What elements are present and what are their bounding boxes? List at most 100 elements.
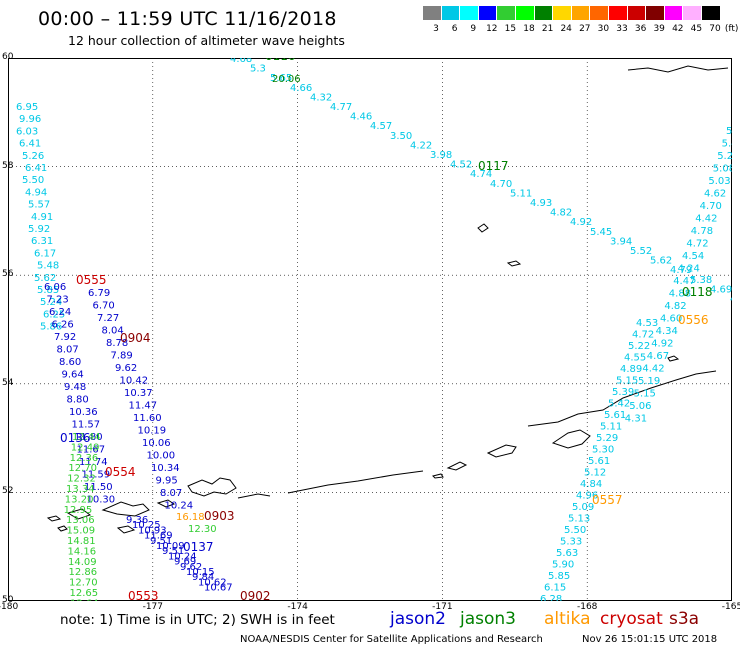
wave-height-label: 5.06	[629, 401, 651, 412]
wave-height-label: 6.70	[93, 301, 115, 312]
wave-height-label: 5.62	[650, 256, 672, 267]
wave-height-label: 4.31	[625, 414, 647, 425]
wave-height-label: 4.53	[636, 318, 658, 329]
wave-height-label: 5.09	[572, 502, 594, 513]
wave-height-label: 4.84	[580, 479, 602, 490]
color-scale-label: 18	[523, 24, 535, 34]
wave-height-label: 8.78	[106, 338, 128, 349]
wave-height-label: 4.52	[450, 160, 472, 171]
wave-height-label: 5.50	[564, 525, 586, 536]
wave-height-label: 9.96	[19, 114, 41, 125]
wave-height-label: 9.51	[162, 546, 184, 557]
wave-height-label: 7.92	[54, 332, 76, 343]
wave-height-label: 14.81	[67, 536, 96, 547]
wave-height-label: 4.46	[350, 112, 372, 123]
legend-altika: altika	[544, 609, 591, 629]
wave-height-label: 4.96	[576, 491, 598, 502]
wave-height-label: 12.49	[71, 442, 100, 453]
wave-height-label: 11.74	[79, 457, 108, 468]
wave-height-label: 5.45	[590, 227, 612, 238]
wave-height-label: 5.15	[634, 389, 656, 400]
wave-height-label: 3.98	[430, 150, 452, 161]
wave-height-label: 6.24	[49, 307, 71, 318]
wave-height-label: 3.94	[610, 236, 632, 247]
wave-height-label: 10.93	[138, 525, 167, 536]
color-scale-label: 70	[709, 24, 721, 34]
wave-height-label: 14.16	[68, 546, 97, 557]
color-scale-label: 33	[616, 24, 628, 34]
wave-height-label: 11.80	[74, 432, 103, 443]
wave-height-label: 5.38	[690, 275, 712, 286]
pass-id-label: 0118	[682, 285, 713, 299]
wave-height-label: 8.07	[160, 488, 182, 499]
coastline-segment	[551, 429, 591, 449]
wave-height-label: 5.39	[612, 387, 634, 398]
coastline-segment	[627, 65, 729, 73]
wave-height-label: 4.66	[290, 83, 312, 94]
map-title: 00:00 – 11:59 UTC 11/16/2018	[38, 8, 337, 30]
color-scale-swatch	[645, 6, 664, 20]
color-scale-swatch	[515, 6, 534, 20]
coastline-segment	[667, 355, 680, 362]
wave-height-label: 4.24	[678, 264, 700, 275]
color-scale-label: 9	[470, 24, 477, 34]
coastline-segment	[446, 461, 468, 471]
wave-height-label: 5.08	[713, 164, 732, 175]
timestamp: Nov 26 15:01:15 UTC 2018	[582, 634, 718, 645]
pass-id-label: 0554	[105, 465, 136, 479]
wave-height-label: 15.09	[67, 526, 96, 537]
wave-height-label: 4.70	[490, 179, 512, 190]
coastline-segment	[432, 473, 444, 479]
wave-height-label: 12.64	[70, 598, 99, 601]
wave-height-label: 5.19	[638, 376, 660, 387]
coastline-segment	[506, 260, 522, 267]
latitude-tick-label: 54	[2, 377, 14, 388]
wave-height-label: 4.67	[647, 351, 669, 362]
wave-height-label: 9.84	[192, 572, 214, 583]
wave-height-label: 4.70	[700, 201, 722, 212]
wave-height-label: 6.25	[43, 309, 65, 320]
wave-height-label: 10.25	[132, 520, 161, 531]
wave-height-label: 5.86	[40, 322, 62, 333]
wave-height-label: 4.82	[550, 208, 572, 219]
wave-height-label: 10.34	[151, 463, 180, 474]
wave-height-label: 5.57	[28, 200, 50, 211]
color-scale-swatch	[701, 6, 720, 20]
wave-height-label: 12.70	[68, 463, 97, 474]
color-scale-label: 27	[579, 24, 591, 34]
wave-height-label: 9.62	[115, 363, 137, 374]
coastline-segment	[287, 470, 424, 494]
wave-height-label: 4.92	[651, 339, 673, 350]
wave-height-label: 12.44	[72, 432, 101, 443]
wave-height-label: 4.88	[669, 289, 691, 300]
wave-height-label: 4.55	[624, 353, 646, 364]
coastline-segment	[486, 444, 517, 458]
coastline-segment	[237, 493, 271, 499]
wave-height-label: 5.90	[552, 560, 574, 571]
latitude-tick-label: 50	[2, 595, 14, 605]
wave-height-label: 6.15	[544, 583, 566, 594]
map-plot-area: 4.685.35.654.664.324.774.464.573.504.223…	[8, 58, 732, 601]
wave-height-label: 6.06	[44, 282, 66, 293]
pass-id-label: 0902	[240, 589, 271, 601]
wave-height-label: 8.04	[102, 326, 124, 337]
wave-height-label: 6.31	[31, 236, 53, 247]
wave-height-label: 4.74	[470, 169, 492, 180]
wave-height-label: 4.93	[530, 198, 552, 209]
longitude-tick-label: -165	[721, 602, 740, 612]
color-scale-swatch	[663, 6, 683, 20]
wave-height-label: 6.28	[540, 594, 562, 601]
wave-height-label: 5.11	[600, 422, 622, 433]
longitude-tick-label: -180	[0, 602, 19, 612]
wave-height-label: 4.79	[670, 265, 692, 276]
color-scale-label: 39	[653, 24, 665, 34]
pass-id-label: 12.30	[188, 524, 217, 535]
color-scale-swatch	[589, 6, 608, 20]
color-scale-label: 30	[597, 24, 610, 34]
wave-height-label: 5.85	[548, 571, 570, 582]
color-scale-swatch	[552, 6, 571, 20]
wave-height-label: 9.51	[150, 536, 172, 547]
wave-height-label: 10.00	[147, 451, 176, 462]
color-scale-label: 45	[690, 24, 703, 34]
